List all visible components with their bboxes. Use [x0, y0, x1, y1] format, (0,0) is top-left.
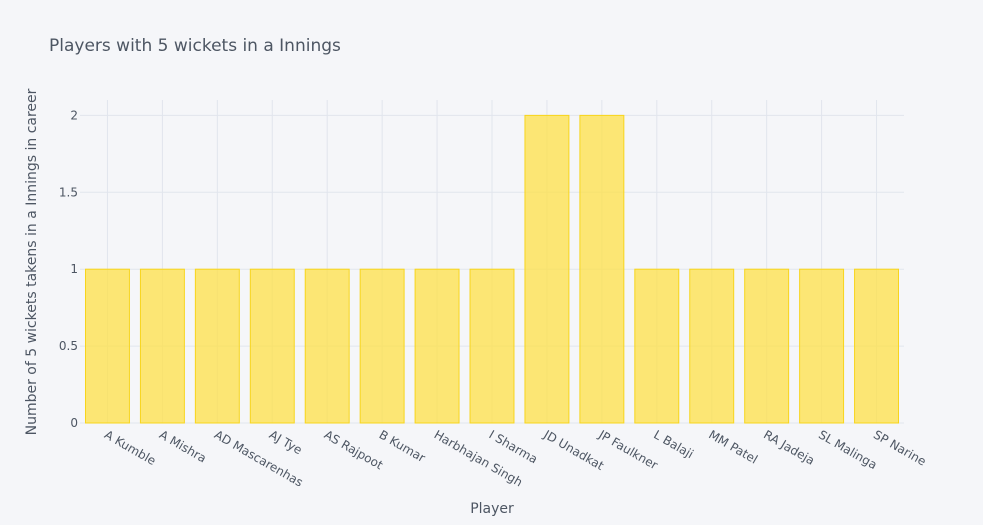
- bar-jd-unadkat[interactable]: [524, 114, 570, 424]
- chart-title: Players with 5 wickets in a Innings: [49, 36, 341, 56]
- bar-sp-narine[interactable]: [854, 268, 900, 424]
- bar-l-balaji[interactable]: [634, 268, 680, 424]
- x-tick-label: A Kumble: [102, 427, 158, 468]
- bar-jp-faulkner[interactable]: [579, 114, 625, 424]
- x-axis-title: Player: [470, 501, 514, 517]
- x-tick-label: SP Narine: [871, 427, 928, 468]
- bar-as-rajpoot[interactable]: [304, 268, 350, 424]
- x-tick-label: JD Unadkat: [541, 427, 607, 473]
- y-tick-label: 1.5: [59, 185, 78, 199]
- bar-ad-mascarenhas[interactable]: [194, 268, 240, 424]
- bars: [84, 114, 900, 424]
- bar-aj-tye[interactable]: [249, 268, 295, 424]
- x-tick-label: SL Malinga: [816, 427, 879, 472]
- y-tick-label: 2: [70, 108, 78, 122]
- x-tick-label: RA Jadeja: [761, 427, 817, 467]
- y-tick-label: 0: [70, 416, 78, 430]
- x-tick-label: AJ Tye: [267, 427, 305, 457]
- bar-b-kumar[interactable]: [359, 268, 405, 424]
- y-axis-title: Number of 5 wickets takens in a Innings …: [24, 88, 40, 435]
- x-tick-label: JP Faulkner: [596, 427, 661, 472]
- y-tick-label: 0.5: [59, 339, 78, 353]
- x-tick-label: MM Patel: [706, 427, 760, 466]
- y-tick-label: 1: [70, 262, 78, 276]
- bar-a-mishra[interactable]: [139, 268, 185, 424]
- x-tick-label: A Mishra: [157, 427, 209, 465]
- bar-a-kumble[interactable]: [84, 268, 130, 424]
- bar-mm-patel[interactable]: [689, 268, 735, 424]
- bar-sl-malinga[interactable]: [799, 268, 845, 424]
- x-tick-label: L Balaji: [651, 427, 696, 461]
- bar-i-sharma[interactable]: [469, 268, 515, 424]
- bar-harbhajan-singh[interactable]: [414, 268, 460, 424]
- x-tick-label: AS Rajpoot: [322, 427, 386, 472]
- bar-ra-jadeja[interactable]: [744, 268, 790, 424]
- y-tick-labels: 0 0.5 1 1.5 2: [59, 108, 78, 430]
